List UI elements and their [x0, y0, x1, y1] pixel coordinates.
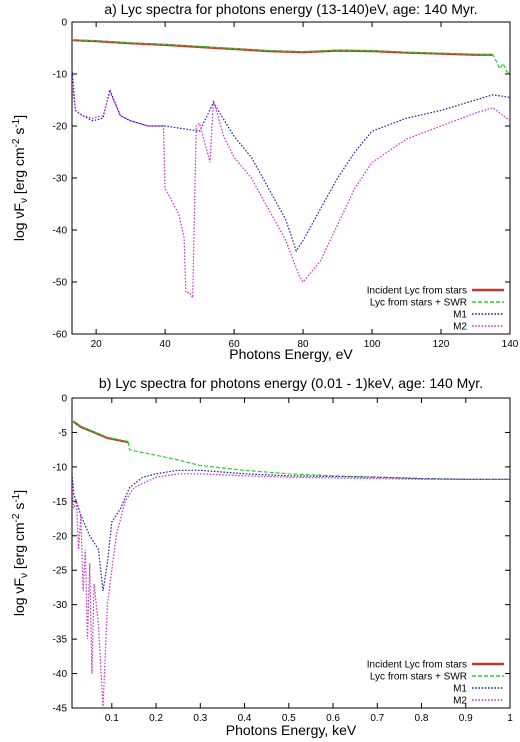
series-line-incident-lyc-from-stars [72, 420, 129, 444]
x-tick-label: 0.9 [459, 713, 473, 724]
y-tick-label: 0 [61, 18, 67, 29]
series-line-lyc-from-stars-swr [72, 420, 510, 480]
y-tick-label: -40 [53, 226, 68, 237]
x-tick-label: 120 [433, 339, 450, 350]
legend-label: Incident Lyc from stars [367, 660, 467, 671]
y-tick-label: -20 [53, 531, 68, 542]
x-axis-label: Photons Energy, eV [229, 346, 353, 362]
x-tick-label: 0.1 [105, 713, 119, 724]
y-tick-label: -40 [53, 669, 68, 680]
series-line-m1 [72, 469, 510, 591]
plot-frame [71, 397, 511, 709]
legend-label: Incident Lyc from stars [367, 286, 467, 297]
x-tick-label: 20 [91, 339, 103, 350]
y-tick-label: -45 [53, 704, 68, 715]
legend-label: Lyc from stars + SWR [370, 298, 467, 309]
y-tick-label: -25 [53, 566, 68, 577]
x-tick-label: 60 [229, 339, 241, 350]
x-tick-label: 80 [298, 339, 310, 350]
x-tick-label: 0.7 [370, 713, 384, 724]
x-tick-label: 40 [160, 339, 172, 350]
x-tick-label: 0.5 [282, 713, 296, 724]
x-tick-label: 0.4 [238, 713, 252, 724]
series-line-m2 [72, 473, 510, 708]
series-line-incident-lyc-from-stars [72, 39, 493, 56]
chart-panel-2: b) Lyc spectra for photons energy (0.01 … [11, 375, 513, 738]
chart-panel-1: a) Lyc spectra for photons energy (13-14… [11, 1, 519, 362]
series-line-lyc-from-stars-swr [72, 39, 510, 75]
x-tick-label: 0.8 [415, 713, 429, 724]
x-tick-label: 0.2 [149, 713, 163, 724]
y-tick-label: -60 [53, 330, 68, 341]
x-tick-label: 0.3 [193, 713, 207, 724]
x-tick-label: 100 [364, 339, 381, 350]
y-tick-label: 0 [61, 394, 67, 405]
x-tick-label: 0.6 [326, 713, 340, 724]
chart-title: b) Lyc spectra for photons energy (0.01 … [99, 375, 483, 391]
y-tick-label: -35 [53, 635, 68, 646]
series-line-m1 [72, 68, 510, 253]
series-line-m2 [72, 84, 510, 300]
legend-label: M1 [453, 684, 467, 695]
x-axis-label: Photons Energy, keV [226, 722, 357, 738]
x-tick-label: 1 [507, 713, 513, 724]
y-axis-label: log νFν [erg cm-2 s-1] [11, 490, 30, 616]
y-tick-label: -50 [53, 278, 68, 289]
y-axis-label: log νFν [erg cm-2 s-1] [11, 115, 30, 241]
x-tick-label: 140 [502, 339, 519, 350]
y-tick-label: -30 [53, 600, 68, 611]
y-tick-label: -20 [53, 122, 68, 133]
chart-title: a) Lyc spectra for photons energy (13-14… [104, 1, 477, 17]
legend-label: M2 [453, 322, 467, 333]
y-tick-label: -30 [53, 174, 68, 185]
y-tick-label: -15 [53, 497, 68, 508]
legend-label: Lyc from stars + SWR [370, 672, 467, 683]
y-tick-label: -10 [53, 462, 68, 473]
y-tick-label: -5 [58, 428, 67, 439]
y-tick-label: -10 [53, 70, 68, 81]
legend-label: M2 [453, 696, 467, 707]
legend-label: M1 [453, 310, 467, 321]
